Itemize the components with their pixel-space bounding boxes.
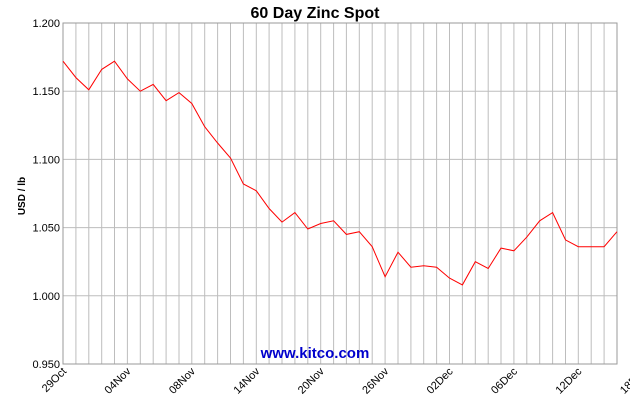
chart-title: 60 Day Zinc Spot bbox=[251, 5, 381, 22]
x-tick-label: 02Dec bbox=[425, 365, 456, 396]
y-tick-label: 0.950 bbox=[32, 359, 60, 371]
y-tick-label: 1.050 bbox=[32, 223, 60, 235]
x-tick-label: 06Dec bbox=[489, 365, 520, 396]
y-tick-label: 1.000 bbox=[32, 291, 60, 303]
x-tick-label: 18Dec bbox=[618, 365, 630, 396]
x-tick-label: 20Nov bbox=[296, 365, 327, 396]
series-layer bbox=[62, 60, 618, 286]
y-tick-label: 1.200 bbox=[32, 18, 60, 30]
x-tick-label: 08Nov bbox=[167, 365, 198, 396]
x-tick-label: 12Dec bbox=[553, 365, 584, 396]
plot-frame bbox=[62, 22, 618, 365]
y-tick-label: 1.100 bbox=[32, 154, 60, 166]
grid-layer bbox=[62, 22, 618, 365]
y-tick-labels: 1.200 1.150 1.100 1.050 1.000 0.950 bbox=[32, 18, 60, 371]
watermark: www.kitco.com bbox=[260, 345, 370, 362]
x-tick-label: 26Nov bbox=[360, 365, 391, 396]
y-tick-label: 1.150 bbox=[32, 86, 60, 98]
y-axis-label: USD / lb bbox=[17, 177, 28, 215]
x-tick-labels: 29Oct 04Nov 08Nov 14Nov 20Nov 26Nov 02Dec 06Dec… bbox=[40, 365, 630, 396]
x-tick-label: 14Nov bbox=[231, 365, 262, 396]
series-line bbox=[62, 60, 618, 286]
x-tick-label: 04Nov bbox=[103, 365, 134, 396]
